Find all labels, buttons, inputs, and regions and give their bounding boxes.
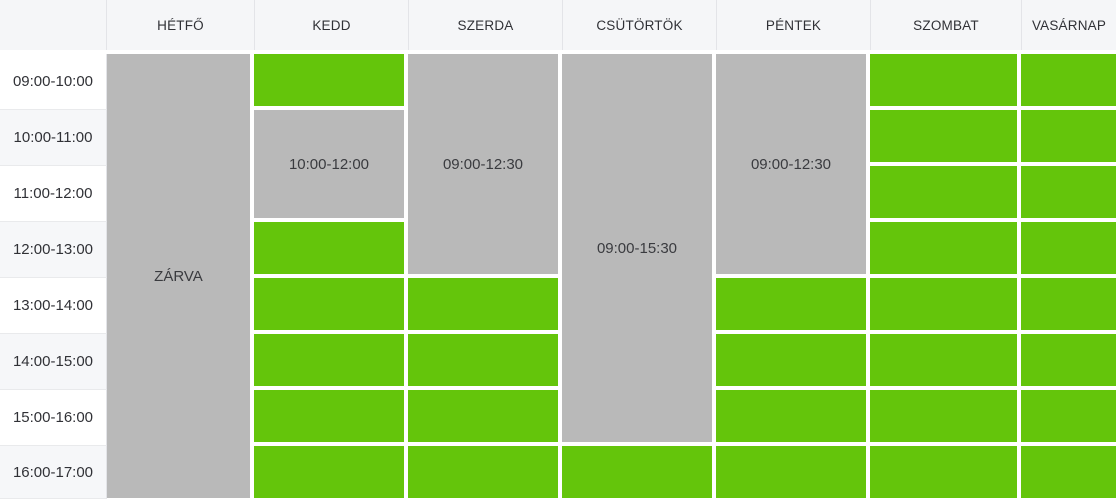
time-slot-label-4: 12:00-13:00 bbox=[0, 222, 107, 278]
available-slot-szombat-2[interactable] bbox=[870, 110, 1017, 162]
available-slot-vasarnap-4[interactable] bbox=[1021, 222, 1116, 274]
available-slot-szombat-8[interactable] bbox=[870, 446, 1017, 498]
header-corner-cell bbox=[0, 0, 107, 50]
busy-block-hetfo: ZÁRVA bbox=[107, 54, 250, 498]
available-slot-pentek-8[interactable] bbox=[716, 446, 866, 498]
day-header-hetfo: HÉTFŐ bbox=[107, 0, 254, 50]
available-slot-vasarnap-1[interactable] bbox=[1021, 54, 1116, 106]
available-slot-vasarnap-2[interactable] bbox=[1021, 110, 1116, 162]
available-slot-szombat-1[interactable] bbox=[870, 54, 1017, 106]
available-slot-szombat-5[interactable] bbox=[870, 278, 1017, 330]
day-header-vasarnap: VASÁRNAP bbox=[1021, 0, 1116, 50]
available-slot-kedd-6[interactable] bbox=[254, 334, 404, 386]
available-slot-kedd-8[interactable] bbox=[254, 446, 404, 498]
time-slot-label-3: 11:00-12:00 bbox=[0, 166, 107, 222]
available-slot-szombat-3[interactable] bbox=[870, 166, 1017, 218]
available-slot-pentek-7[interactable] bbox=[716, 390, 866, 442]
available-slot-szombat-4[interactable] bbox=[870, 222, 1017, 274]
day-header-szerda: SZERDA bbox=[408, 0, 562, 50]
time-slot-label-6: 14:00-15:00 bbox=[0, 334, 107, 390]
busy-block-kedd: 10:00-12:00 bbox=[254, 110, 404, 218]
busy-block-label: 09:00-12:30 bbox=[442, 155, 524, 173]
available-slot-szombat-6[interactable] bbox=[870, 334, 1017, 386]
busy-block-label: ZÁRVA bbox=[154, 267, 203, 285]
available-slot-vasarnap-8[interactable] bbox=[1021, 446, 1116, 498]
time-slot-label-1: 09:00-10:00 bbox=[0, 54, 107, 110]
available-slot-szerda-5[interactable] bbox=[408, 278, 558, 330]
busy-block-label: 09:00-15:30 bbox=[596, 239, 678, 257]
busy-block-pentek: 09:00-12:30 bbox=[716, 54, 866, 274]
busy-block-csutortok: 09:00-15:30 bbox=[562, 54, 712, 442]
available-slot-csutortok-8[interactable] bbox=[562, 446, 712, 498]
day-header-kedd: KEDD bbox=[254, 0, 408, 50]
available-slot-vasarnap-3[interactable] bbox=[1021, 166, 1116, 218]
busy-block-label: 10:00-12:00 bbox=[288, 155, 370, 173]
day-header-csutortok: CSÜTÖRTÖK bbox=[562, 0, 716, 50]
available-slot-kedd-7[interactable] bbox=[254, 390, 404, 442]
available-slot-szerda-6[interactable] bbox=[408, 334, 558, 386]
available-slot-vasarnap-6[interactable] bbox=[1021, 334, 1116, 386]
time-slot-label-8: 16:00-17:00 bbox=[0, 446, 107, 499]
available-slot-kedd-1[interactable] bbox=[254, 54, 404, 106]
available-slot-pentek-6[interactable] bbox=[716, 334, 866, 386]
time-slot-label-5: 13:00-14:00 bbox=[0, 278, 107, 334]
available-slot-pentek-5[interactable] bbox=[716, 278, 866, 330]
day-header-pentek: PÉNTEK bbox=[716, 0, 870, 50]
busy-block-label: 09:00-12:30 bbox=[750, 155, 832, 173]
time-slot-label-2: 10:00-11:00 bbox=[0, 110, 107, 166]
available-slot-szerda-7[interactable] bbox=[408, 390, 558, 442]
available-slot-kedd-4[interactable] bbox=[254, 222, 404, 274]
available-slot-vasarnap-5[interactable] bbox=[1021, 278, 1116, 330]
available-slot-kedd-5[interactable] bbox=[254, 278, 404, 330]
available-slot-szombat-7[interactable] bbox=[870, 390, 1017, 442]
available-slot-szerda-8[interactable] bbox=[408, 446, 558, 498]
day-header-szombat: SZOMBAT bbox=[870, 0, 1021, 50]
available-slot-vasarnap-7[interactable] bbox=[1021, 390, 1116, 442]
time-slot-label-7: 15:00-16:00 bbox=[0, 390, 107, 446]
busy-block-szerda: 09:00-12:30 bbox=[408, 54, 558, 274]
